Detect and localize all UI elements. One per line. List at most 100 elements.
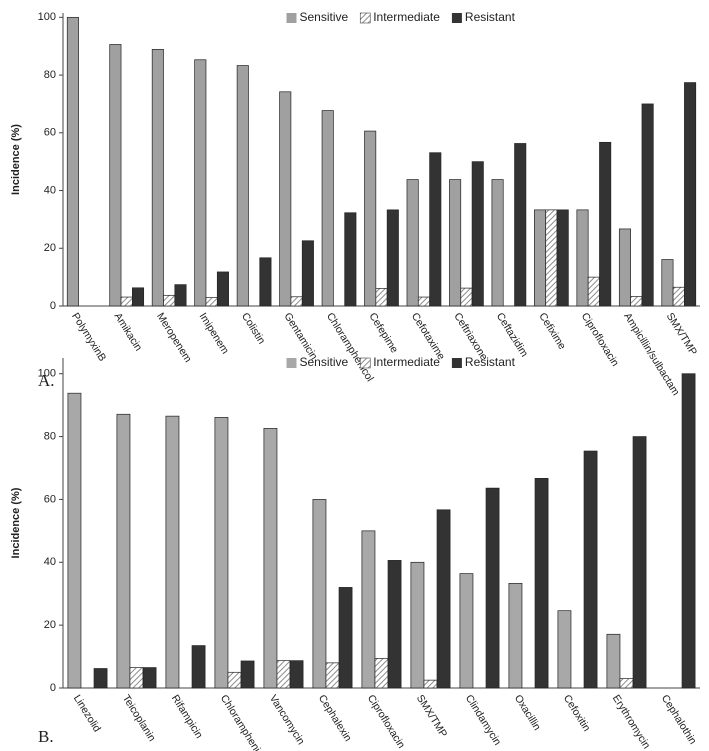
bar bbox=[449, 179, 462, 307]
bar bbox=[109, 44, 122, 307]
bar bbox=[312, 499, 327, 689]
bar bbox=[259, 257, 272, 307]
bar bbox=[321, 110, 334, 307]
legend-label: Resistant bbox=[465, 10, 516, 24]
bar bbox=[375, 288, 388, 307]
bar bbox=[387, 560, 402, 689]
bar bbox=[240, 660, 255, 689]
legend-label: Resistant bbox=[465, 355, 516, 369]
bar bbox=[191, 645, 206, 689]
bar bbox=[163, 294, 176, 307]
bar bbox=[279, 91, 292, 307]
y-tick-label: 0 bbox=[50, 300, 56, 312]
bar bbox=[142, 667, 157, 689]
bar bbox=[534, 209, 547, 307]
bar bbox=[576, 209, 589, 307]
bar bbox=[661, 259, 674, 307]
bar bbox=[151, 49, 164, 307]
bar bbox=[583, 450, 598, 689]
bar bbox=[684, 82, 697, 307]
bar bbox=[417, 296, 430, 307]
y-axis-label: Incidence (%) bbox=[10, 487, 22, 558]
bar bbox=[374, 658, 389, 689]
legend-label: Sensitive bbox=[300, 355, 349, 369]
bar bbox=[471, 161, 484, 307]
bar bbox=[325, 662, 340, 689]
legend-label: Intermediate bbox=[373, 10, 440, 24]
bar bbox=[545, 209, 558, 307]
bar bbox=[606, 633, 621, 689]
bar bbox=[460, 287, 473, 307]
bar bbox=[263, 428, 278, 689]
y-tick-label: 40 bbox=[44, 556, 56, 568]
y-axis-label: Incidence (%) bbox=[10, 124, 22, 195]
panel-label: B. bbox=[38, 727, 54, 746]
y-tick-label: 20 bbox=[44, 242, 56, 254]
bar bbox=[174, 284, 187, 307]
bar bbox=[423, 679, 438, 689]
bar bbox=[459, 573, 474, 689]
legend-swatch bbox=[286, 358, 297, 368]
y-tick-label: 100 bbox=[38, 11, 56, 23]
bar bbox=[514, 143, 527, 307]
y-tick-label: 100 bbox=[38, 368, 56, 380]
bar bbox=[214, 417, 229, 689]
bar bbox=[93, 668, 108, 689]
bar bbox=[289, 660, 304, 689]
bar bbox=[587, 276, 600, 307]
bar bbox=[344, 212, 357, 307]
bar bbox=[630, 296, 643, 307]
bar bbox=[116, 413, 131, 689]
panel-label: A. bbox=[38, 371, 55, 390]
bar bbox=[429, 152, 442, 307]
bar bbox=[557, 610, 572, 689]
bar bbox=[205, 297, 218, 307]
bar bbox=[556, 209, 569, 307]
bar bbox=[194, 59, 207, 307]
y-tick-label: 40 bbox=[44, 184, 56, 196]
y-tick-label: 80 bbox=[44, 69, 56, 81]
bar bbox=[290, 296, 303, 307]
bar bbox=[672, 286, 685, 307]
bar bbox=[301, 240, 314, 307]
bar bbox=[436, 509, 451, 689]
bar bbox=[165, 415, 180, 689]
bar bbox=[276, 660, 291, 689]
bar bbox=[129, 667, 144, 689]
bar bbox=[66, 16, 79, 307]
legend-label: Intermediate bbox=[373, 355, 440, 369]
bar bbox=[132, 287, 145, 307]
bar bbox=[364, 130, 377, 307]
bar bbox=[361, 530, 376, 689]
bar bbox=[619, 678, 634, 689]
bar bbox=[618, 228, 631, 307]
bar bbox=[632, 436, 647, 689]
y-tick-label: 60 bbox=[44, 127, 56, 139]
legend-swatch bbox=[359, 12, 371, 24]
legend-swatch bbox=[286, 13, 297, 23]
bar bbox=[216, 271, 229, 307]
y-tick-label: 0 bbox=[50, 682, 56, 694]
bar bbox=[599, 141, 612, 307]
legend-swatch bbox=[359, 357, 371, 369]
bar bbox=[236, 65, 249, 307]
bar bbox=[508, 582, 523, 689]
bar bbox=[406, 179, 419, 307]
bar bbox=[227, 671, 242, 689]
bar bbox=[120, 296, 133, 307]
legend-swatch bbox=[451, 13, 462, 23]
bar bbox=[67, 392, 82, 689]
y-tick-label: 80 bbox=[44, 430, 56, 442]
y-tick-label: 60 bbox=[44, 493, 56, 505]
legend-label: Sensitive bbox=[300, 10, 349, 24]
bar bbox=[534, 478, 549, 689]
bar bbox=[485, 487, 500, 689]
legend-swatch bbox=[451, 358, 462, 368]
bar bbox=[386, 209, 399, 307]
bar bbox=[491, 179, 504, 307]
bar bbox=[641, 103, 654, 307]
y-tick-label: 20 bbox=[44, 619, 56, 631]
bar bbox=[410, 561, 425, 689]
